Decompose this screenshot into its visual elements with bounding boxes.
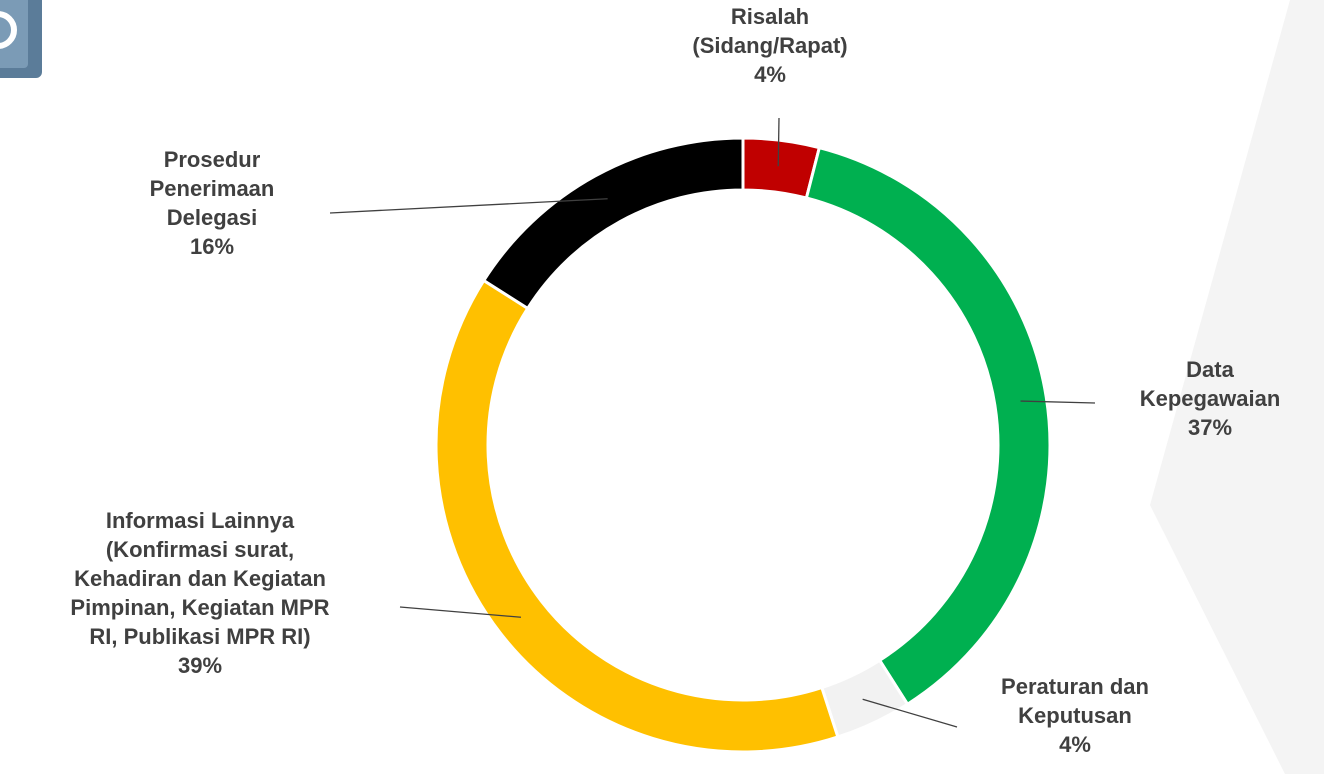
data-label: Informasi Lainnya (Konfirmasi surat, Keh… — [70, 506, 329, 680]
value-label: 16% — [189, 234, 235, 259]
category-label: Risalah (Sidang/Rapat) — [692, 4, 848, 58]
value-label: 37% — [1187, 415, 1233, 440]
leader-line — [399, 606, 522, 618]
category-label: Data Kepegawaian — [1139, 357, 1281, 411]
category-label: Peraturan dan Keputusan — [1001, 674, 1149, 728]
data-label: Prosedur Penerimaan Delegasi 16% — [150, 145, 275, 261]
leader-line — [862, 698, 958, 728]
value-label: 39% — [177, 653, 223, 678]
leader-line — [777, 117, 780, 167]
data-label: Risalah (Sidang/Rapat) 4% — [692, 2, 847, 89]
category-label: Informasi Lainnya (Konfirmasi surat, Keh… — [70, 508, 330, 649]
data-label: Data Kepegawaian 37% — [1140, 355, 1281, 442]
background-shape — [1150, 0, 1324, 774]
donut-slice — [481, 136, 745, 311]
data-label: Peraturan dan Keputusan 4% — [1001, 672, 1149, 759]
category-label: Prosedur Penerimaan Delegasi — [149, 147, 275, 230]
icon — [0, 0, 42, 78]
leader-line — [329, 198, 608, 214]
donut-slice — [804, 145, 1052, 707]
leader-line — [1020, 400, 1096, 404]
value-label: 4% — [754, 62, 786, 87]
value-label: 4% — [1059, 732, 1091, 757]
donut-slice — [434, 278, 840, 754]
